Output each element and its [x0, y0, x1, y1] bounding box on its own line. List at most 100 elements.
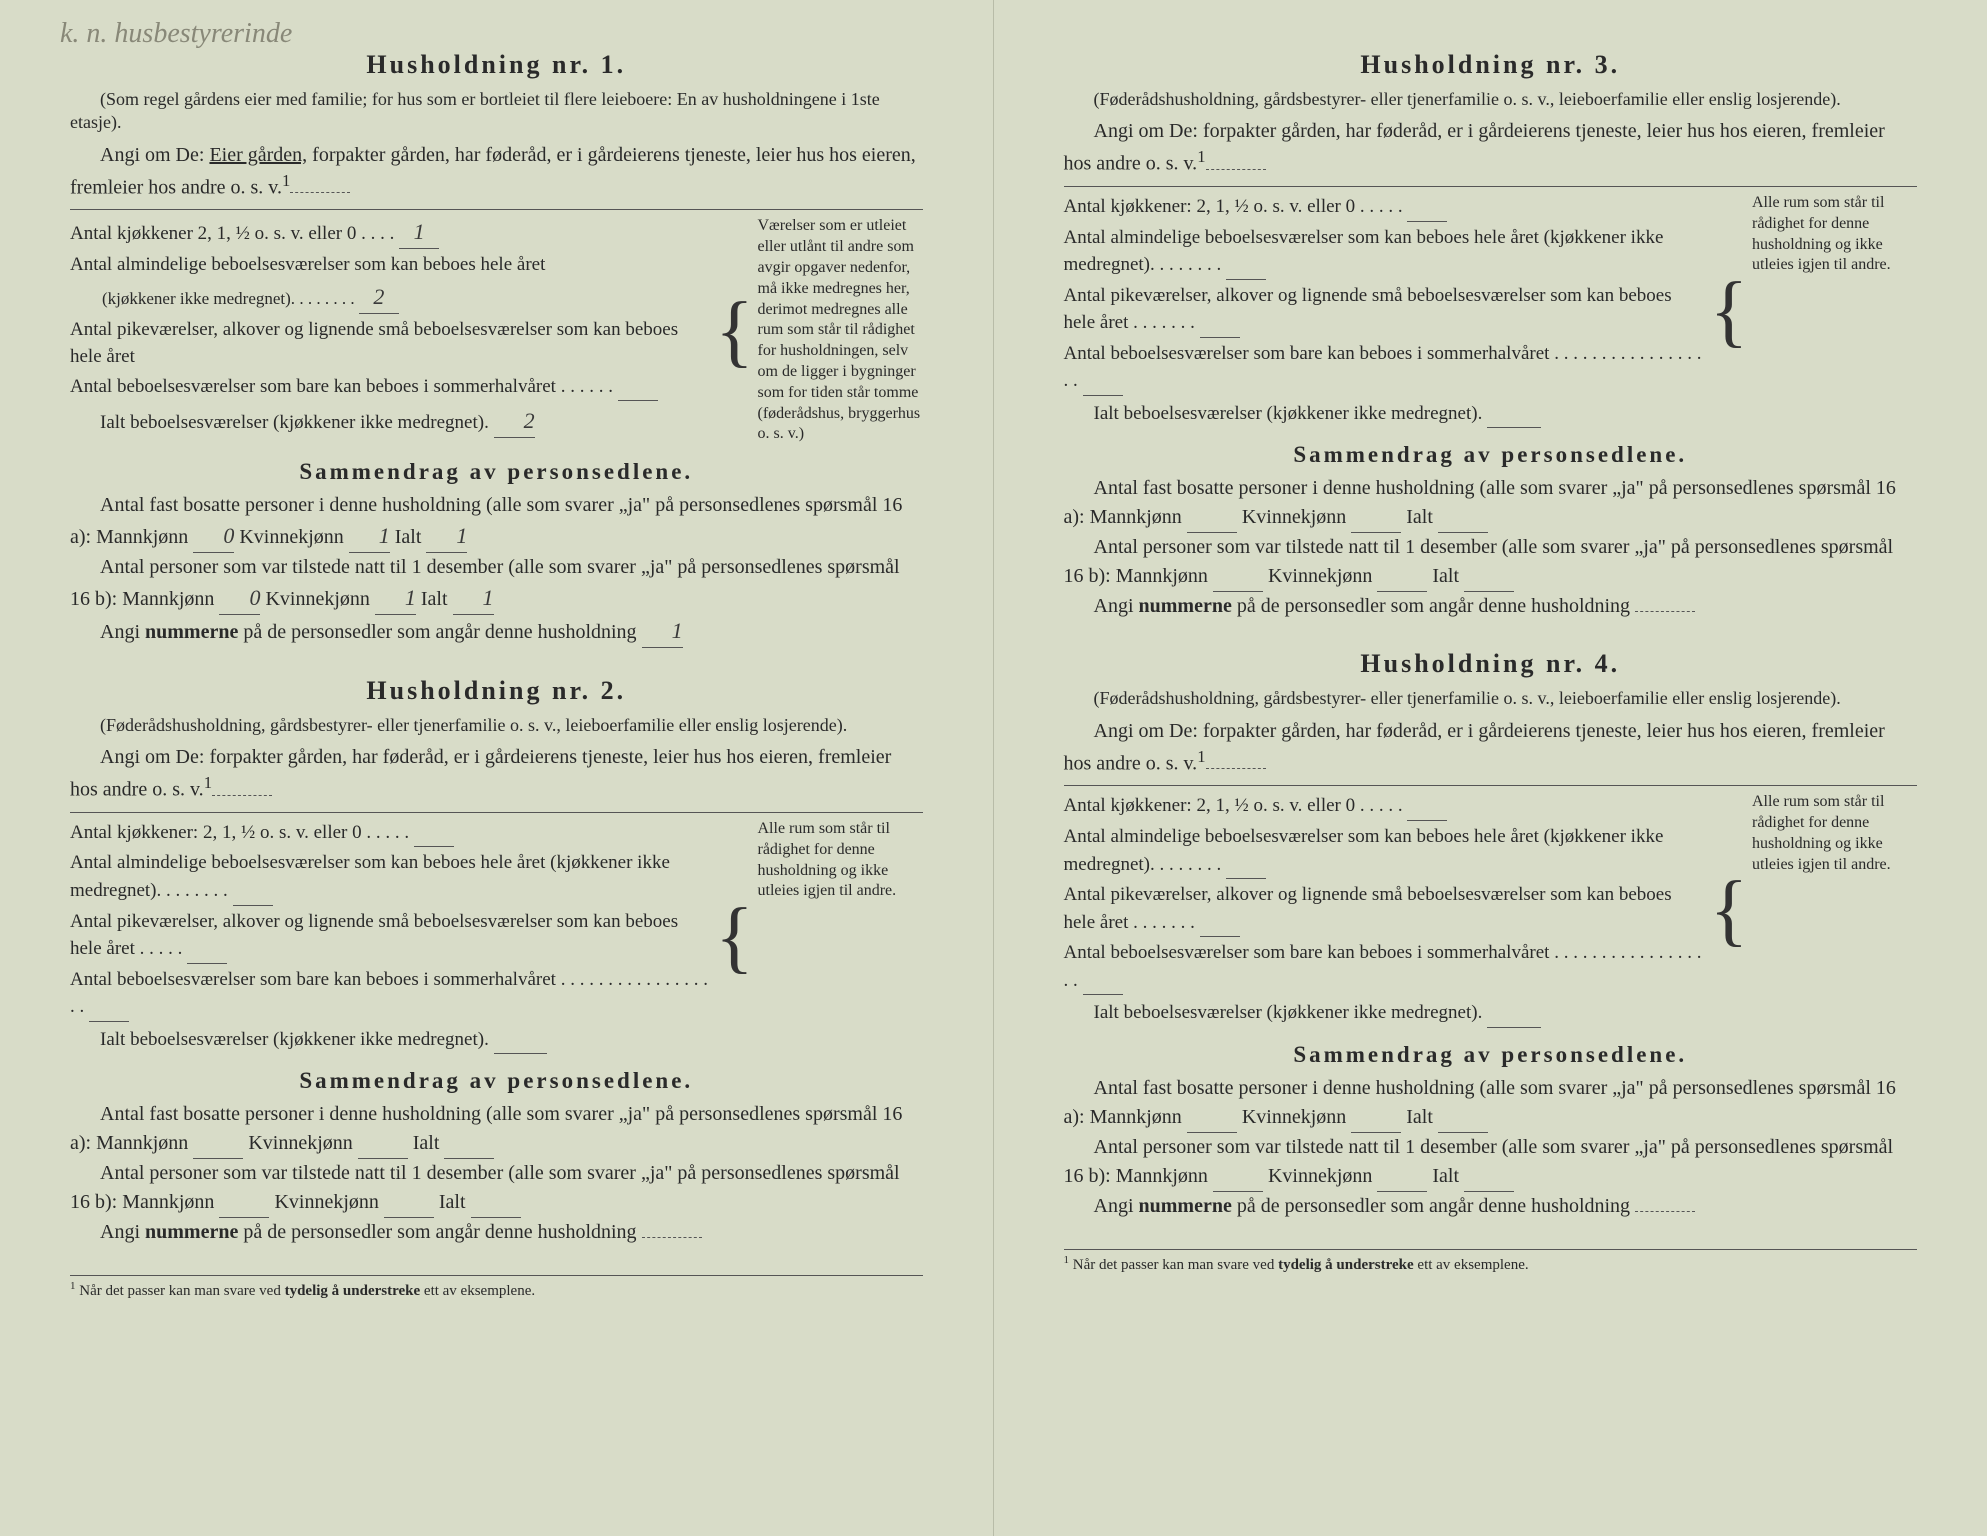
resident-m-3 [1187, 503, 1237, 533]
footnote-ref-4: 1 [1197, 747, 1205, 766]
household-1-angi: Angi om De: Eier gården, forpakter gårde… [70, 141, 923, 202]
present-total-2 [471, 1188, 521, 1218]
total-label: Ialt [395, 526, 422, 548]
k-label-3b: Kvinnekjønn [1268, 565, 1372, 587]
total-rooms-line-2: Ialt beboelsesværelser (kjøkkener ikke m… [70, 1026, 712, 1055]
numbers-line-4: Angi nummerne på de personsedler som ang… [1064, 1192, 1918, 1221]
resident-line-3: Antal fast bosatte personer i denne hush… [1064, 474, 1918, 533]
brace-3: { [1720, 193, 1738, 428]
footnote-bold: tydelig å understreke [285, 1283, 421, 1299]
rooms-year-sub-label: (kjøkkener ikke medregnet). [102, 289, 295, 308]
rooms-year-line: Antal almindelige beboelsesværelser som … [70, 251, 712, 279]
household-3: Husholdning nr. 3. (Føderådshusholdning,… [1064, 50, 1918, 621]
angi-blank-3 [1206, 169, 1266, 170]
total-rooms-val-4 [1487, 999, 1541, 1028]
total-label-3: Ialt [1406, 506, 1433, 528]
kitchens-val: 1 [399, 216, 439, 249]
maid-rooms-line-2: Antal pikeværelser, alkover og lignende … [70, 908, 712, 964]
room-lines-1: Antal kjøkkener 2, 1, ½ o. s. v. eller 0… [70, 216, 712, 445]
summer-rooms-line-2: Antal beboelsesværelser som bare kan beb… [70, 966, 712, 1022]
household-4: Husholdning nr. 4. (Føderådshusholdning,… [1064, 649, 1918, 1220]
summary-title-3: Sammendrag av personsedlene. [1064, 442, 1918, 468]
page-left: k. n. husbestyrerinde Husholdning nr. 1.… [0, 0, 994, 1536]
room-block-3: Antal kjøkkener: 2, 1, ½ o. s. v. eller … [1064, 193, 1918, 428]
summer-rooms-label-2: Antal beboelsesværelser som bare kan beb… [70, 969, 556, 990]
present-k-3 [1377, 562, 1427, 592]
summary-title-1: Sammendrag av personsedlene. [70, 459, 923, 485]
household-1-intro: (Som regel gårdens eier med familie; for… [70, 88, 923, 135]
nummerne-bold-3: nummerne [1139, 595, 1232, 617]
household-2: Husholdning nr. 2. (Føderådshusholdning,… [70, 676, 923, 1247]
divider-3 [1064, 186, 1918, 187]
k-label: Kvinnekjønn [239, 526, 343, 548]
kitchens-val-4 [1407, 792, 1447, 821]
form-spread: k. n. husbestyrerinde Husholdning nr. 1.… [0, 0, 1987, 1536]
kitchens-label-4: Antal kjøkkener: 2, 1, ½ o. s. v. eller … [1064, 795, 1356, 816]
household-2-title: Husholdning nr. 2. [70, 676, 923, 706]
summer-val [618, 373, 658, 402]
present-total-4 [1464, 1162, 1514, 1192]
household-4-angi: Angi om De: forpakter gården, har føderå… [1064, 717, 1918, 778]
rooms-year-val: 2 [359, 281, 399, 314]
present-m-2 [219, 1188, 269, 1218]
present-k-1: 1 [375, 582, 416, 615]
maid-rooms-label-4: Antal pikeværelser, alkover og lignende … [1064, 884, 1672, 933]
resident-m-2 [193, 1129, 243, 1159]
total-rooms-line-4: Ialt beboelsesværelser (kjøkkener ikke m… [1064, 999, 1707, 1028]
room-lines-2: Antal kjøkkener: 2, 1, ½ o. s. v. eller … [70, 819, 712, 1054]
numbers-line-1: Angi nummerne på de personsedler som ang… [70, 615, 923, 648]
side-note-1: Værelser som er utleiet eller utlånt til… [758, 216, 923, 445]
present-k-4 [1377, 1162, 1427, 1192]
rooms-year-line-3: Antal almindelige beboelsesværelser som … [1064, 224, 1707, 280]
rooms-year-sub: (kjøkkener ikke medregnet). . . . . . . … [70, 281, 712, 314]
resident-k-1: 1 [349, 520, 390, 553]
footnote-sup-r: 1 [1064, 1254, 1070, 1266]
maid-val-3 [1200, 309, 1240, 338]
rooms-year-label-2: Antal almindelige beboelsesværelser som … [70, 852, 670, 901]
brace-4: { [1720, 792, 1738, 1027]
kitchens-val-2 [414, 819, 454, 848]
resident-m-4 [1187, 1103, 1237, 1133]
angi-prefix: Angi om De: [100, 144, 204, 166]
summer-rooms-label-3: Antal beboelsesværelser som bare kan beb… [1064, 343, 1550, 364]
footnote-bold-r: tydelig å understreke [1278, 1257, 1414, 1273]
footnote-sup: 1 [70, 1280, 76, 1292]
kitchens-label-3: Antal kjøkkener: 2, 1, ½ o. s. v. eller … [1064, 196, 1356, 217]
summary-title-2: Sammendrag av personsedlene. [70, 1068, 923, 1094]
household-1-title: Husholdning nr. 1. [70, 50, 923, 80]
rooms-year-val-2 [233, 877, 273, 906]
k-label-4b: Kvinnekjønn [1268, 1165, 1372, 1187]
side-note-2: Alle rum som står til rådighet for denne… [758, 819, 923, 1054]
resident-line-4: Antal fast bosatte personer i denne hush… [1064, 1074, 1918, 1133]
present-m-4 [1213, 1162, 1263, 1192]
rooms-year-val-3 [1226, 251, 1266, 280]
resident-total-1: 1 [426, 520, 467, 553]
total-rooms-label-4: Ialt beboelsesværelser (kjøkkener ikke m… [1094, 1002, 1483, 1023]
summer-rooms-label-4: Antal beboelsesværelser som bare kan beb… [1064, 942, 1550, 963]
household-3-angi: Angi om De: forpakter gården, har føderå… [1064, 117, 1918, 178]
kitchens-line-2: Antal kjøkkener: 2, 1, ½ o. s. v. eller … [70, 819, 712, 848]
total-label-2b: Ialt [413, 1132, 440, 1154]
room-lines-4: Antal kjøkkener: 2, 1, ½ o. s. v. eller … [1064, 792, 1707, 1027]
kitchens-val-3 [1407, 193, 1447, 222]
maid-val-4 [1200, 909, 1240, 938]
present-total-1: 1 [453, 582, 494, 615]
handwritten-note: k. n. husbestyrerinde [60, 18, 292, 50]
rooms-year-line-2: Antal almindelige beboelsesværelser som … [70, 849, 712, 905]
resident-k-3 [1351, 503, 1401, 533]
k-label-4: Kvinnekjønn [1242, 1106, 1346, 1128]
room-block-2: Antal kjøkkener: 2, 1, ½ o. s. v. eller … [70, 819, 923, 1054]
total-label-3b: Ialt [1432, 565, 1459, 587]
angi-prefix-2: Angi om De: [100, 746, 204, 768]
household-2-angi: Angi om De: forpakter gården, har føderå… [70, 743, 923, 804]
resident-m-1: 0 [193, 520, 234, 553]
divider [70, 209, 923, 210]
kitchens-line-3: Antal kjøkkener: 2, 1, ½ o. s. v. eller … [1064, 193, 1707, 222]
household-3-title: Husholdning nr. 3. [1064, 50, 1918, 80]
numbers-line-2: Angi nummerne på de personsedler som ang… [70, 1218, 923, 1247]
resident-line-1: Antal fast bosatte personer i denne hush… [70, 491, 923, 553]
present-line-3: Antal personer som var tilstede natt til… [1064, 533, 1918, 592]
total-rooms-label-3: Ialt beboelsesværelser (kjøkkener ikke m… [1094, 403, 1483, 424]
k-label-3: Kvinnekjønn [1242, 506, 1346, 528]
summer-val-3 [1083, 367, 1123, 396]
